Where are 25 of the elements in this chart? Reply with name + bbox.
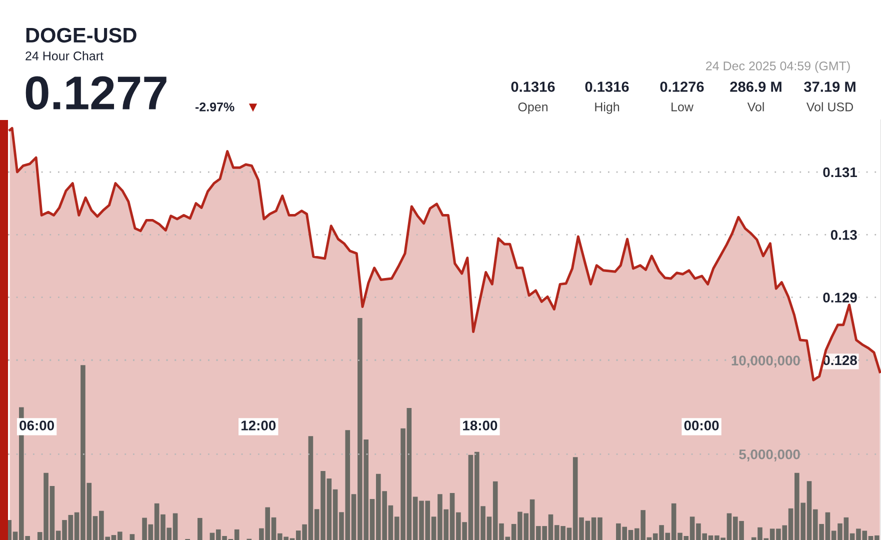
y2-tick-label: 5,000,000 [739, 449, 800, 462]
text: 0.1316 [511, 82, 555, 92]
text: -2.97% [195, 102, 234, 112]
x-tick-label: 18:00 [463, 420, 498, 430]
y-tick-label: 0.129 [823, 292, 857, 303]
text: 24 Dec 2025 04:59 (GMT) [706, 61, 850, 73]
y2-tick-label: 10,000,000 [732, 356, 800, 368]
x-tick-label: 00:00 [684, 420, 719, 430]
text: High [595, 102, 620, 114]
y-tick-label: 0.13 [830, 230, 857, 240]
text: Open [518, 102, 548, 114]
text: 0.1316 [585, 82, 629, 92]
text: 0.1277 [26, 76, 166, 110]
text: Vol USD [806, 102, 854, 112]
text: 286.9 M [730, 82, 782, 92]
text: ▼ [248, 104, 258, 112]
x-tick-label: 06:00 [20, 420, 54, 430]
text: Vol [747, 102, 764, 112]
chart-subtitle: 24 Hour Chart [26, 51, 104, 60]
x-tick-label: 12:00 [241, 420, 276, 430]
text: 37.19 M [804, 82, 856, 92]
text: 0.1276 [660, 82, 704, 92]
chart-title: DOGE-USD [26, 28, 136, 43]
y-tick-label: 0.131 [823, 167, 858, 178]
text: Low [672, 102, 694, 112]
